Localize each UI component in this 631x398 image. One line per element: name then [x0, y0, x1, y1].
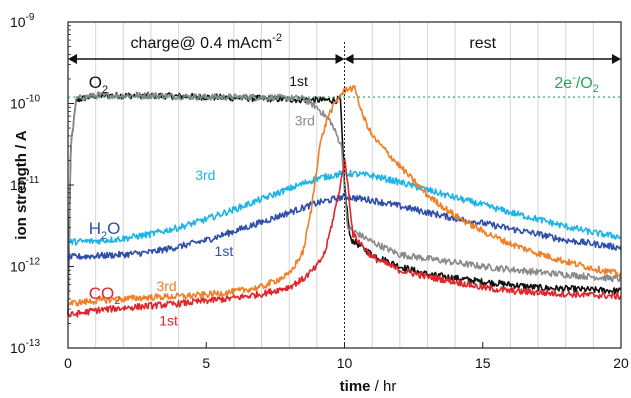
x-axis-title-main: time: [340, 378, 371, 395]
x-tick-label: 20: [613, 355, 629, 371]
x-tick-label: 0: [64, 355, 72, 371]
arrow-head-left: [68, 54, 77, 64]
y-tick-label: 10-12: [10, 257, 40, 275]
series-line-h2o-1st: [67, 193, 622, 261]
annotation: CO2: [89, 284, 121, 307]
arrow-head-right: [612, 54, 621, 64]
axis-ticks: 0 5 10 15 20 10-9 10-10 10-11 10-12 10-13: [10, 12, 629, 371]
rest-arrow: [344, 54, 621, 64]
x-tick-label: 10: [337, 355, 353, 371]
annotation: 1st: [159, 312, 178, 328]
y-tick-label: 10-13: [10, 338, 40, 356]
y-tick-label: 10-10: [10, 94, 40, 112]
x-tick-label: 15: [475, 355, 491, 371]
y-tick-label: 10-9: [10, 12, 35, 30]
series-annotations: O2 1st 3rd 3rd H2O 1st CO2 3rd 1st: [89, 73, 315, 329]
reference-line-2e-o2: 2e-/O2: [68, 72, 621, 98]
charge-arrow: [68, 54, 345, 64]
annotation: 3rd: [195, 167, 215, 183]
arrow-head-left: [344, 54, 354, 64]
reference-line-label: 2e-/O2: [554, 72, 598, 95]
rest-label: rest: [469, 35, 496, 52]
x-axis-title-unit: / hr: [371, 378, 397, 395]
y-tick-label: 10-11: [10, 175, 40, 193]
x-axis-title: time / hr: [340, 378, 397, 395]
annotation: O2: [89, 73, 108, 96]
series-line-co2-1st: [67, 157, 622, 318]
annotation: 1st: [289, 73, 308, 89]
annotation: 1st: [215, 243, 234, 259]
x-tick-label: 5: [202, 355, 210, 371]
series-line-co2-3rd: [67, 85, 622, 307]
annotation: H2O: [89, 219, 121, 242]
annotation: 3rd: [295, 112, 315, 128]
annotation: 3rd: [156, 278, 176, 294]
y-axis-title: ion strength / A: [13, 130, 30, 240]
charge-label: charge@ 0.4 mAcm-2: [131, 32, 282, 52]
arrow-head-right: [335, 54, 345, 64]
